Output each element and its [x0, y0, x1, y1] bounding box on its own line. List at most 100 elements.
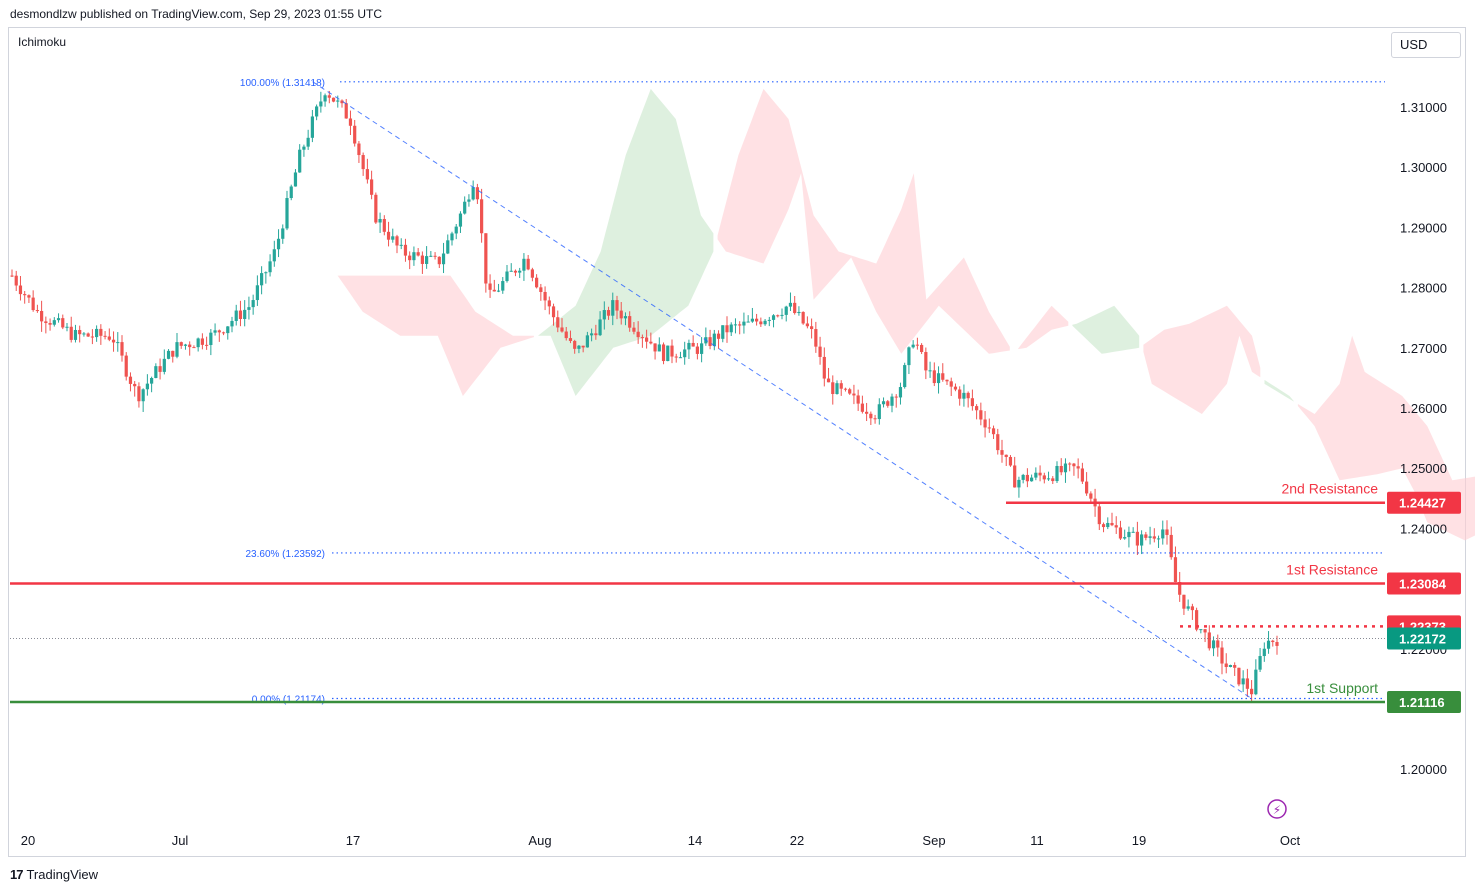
- candle-body: [539, 287, 543, 292]
- candle-body: [742, 321, 746, 326]
- candle-body: [1245, 678, 1249, 689]
- candle-body: [636, 331, 640, 338]
- candle-body: [399, 244, 403, 246]
- candle-body: [1008, 456, 1013, 466]
- candle-body: [370, 179, 374, 195]
- candle-body: [1114, 525, 1118, 528]
- candle-body: [196, 338, 200, 348]
- candle-body: [1275, 642, 1279, 646]
- candle-body: [691, 342, 695, 347]
- x-tick-label: Sep: [922, 833, 945, 848]
- candle-body: [1101, 524, 1106, 528]
- candle-body: [733, 324, 738, 326]
- fib-level-label: 0.00% (1.21174): [252, 695, 325, 706]
- candle-body: [14, 275, 18, 286]
- candle-body: [171, 350, 175, 357]
- candle-body: [289, 186, 293, 199]
- candle-body: [530, 269, 534, 278]
- candle-body: [666, 345, 670, 362]
- candle-body: [535, 277, 539, 288]
- indicator-label[interactable]: Ichimoku: [18, 35, 67, 49]
- currency-button[interactable]: USD: [1391, 32, 1461, 58]
- candle-body: [298, 149, 302, 173]
- candle-body: [1195, 610, 1199, 630]
- candle-body: [1106, 522, 1110, 528]
- candle-body: [120, 342, 124, 356]
- candle-body: [1148, 536, 1152, 538]
- candle-body: [357, 143, 361, 156]
- candle-body: [1013, 465, 1017, 488]
- candle-body: [1250, 688, 1254, 695]
- candle-body: [945, 379, 949, 382]
- candle-body: [40, 310, 44, 322]
- resistance-price-tag-bg: [1387, 491, 1461, 514]
- candle-body: [687, 342, 691, 350]
- candle-body: [962, 392, 966, 399]
- candle-body: [230, 320, 234, 327]
- candle-body: [243, 309, 247, 319]
- candle-body: [649, 341, 653, 344]
- candle-body: [192, 347, 196, 349]
- candle-body: [340, 100, 344, 104]
- candle-body: [302, 146, 306, 150]
- resistance-price-tag: 1.23084: [1399, 577, 1447, 592]
- candle-body: [932, 370, 936, 384]
- candle-body: [848, 389, 852, 394]
- candle-body: [881, 401, 886, 405]
- candle-body: [577, 345, 581, 349]
- candle-body: [1220, 647, 1224, 664]
- candle-body: [991, 428, 996, 435]
- candle-body: [585, 335, 589, 348]
- candle-body: [65, 326, 69, 328]
- ichimoku-cloud-bearish-3: [1143, 305, 1261, 414]
- candle-body: [441, 253, 446, 265]
- x-tick-label: Aug: [528, 833, 551, 848]
- candle-body: [869, 413, 873, 419]
- candle-body: [48, 323, 52, 325]
- y-tick-label: 1.26000: [1400, 401, 1447, 416]
- candle-body: [1186, 606, 1190, 609]
- candle-body: [1097, 506, 1101, 525]
- candle-body: [1000, 450, 1004, 455]
- candle-body: [492, 289, 496, 292]
- candle-body: [657, 344, 661, 352]
- candle-body: [247, 307, 251, 310]
- candle-body: [116, 342, 120, 344]
- candle-body: [1030, 477, 1034, 482]
- candle-body: [590, 333, 594, 336]
- candle-body: [10, 275, 14, 277]
- candle-body: [386, 231, 391, 240]
- candle-body: [133, 383, 137, 387]
- candle-body: [1046, 478, 1051, 480]
- candle-body: [826, 378, 831, 383]
- candle-body: [1241, 678, 1245, 685]
- candle-body: [801, 311, 805, 324]
- candle-body: [276, 238, 281, 250]
- candle-body: [1211, 640, 1216, 649]
- candle-body: [1068, 463, 1072, 465]
- candle-body: [221, 332, 226, 334]
- candle-body: [1025, 474, 1029, 482]
- candle-body: [365, 169, 369, 180]
- fib-level-label: 100.00% (1.31418): [240, 78, 325, 89]
- candle-body: [712, 333, 716, 347]
- candle-body: [162, 358, 166, 372]
- candle-body: [843, 388, 848, 390]
- candle-body: [890, 396, 894, 406]
- candle-body: [822, 356, 826, 379]
- ichimoku-cloud-bearish-4: [1297, 335, 1475, 541]
- candle-body: [496, 290, 501, 292]
- candle-body: [226, 326, 230, 334]
- candle-body: [670, 345, 674, 357]
- candle-body: [632, 327, 636, 332]
- footer-brand[interactable]: 17 TradingView: [10, 867, 98, 882]
- candle-body: [200, 338, 204, 345]
- candle-body: [1144, 534, 1148, 538]
- candle-body: [154, 366, 158, 379]
- candle-body: [306, 137, 310, 147]
- y-tick-label: 1.20000: [1400, 762, 1447, 777]
- candle-body: [501, 281, 505, 291]
- candle-body: [90, 336, 94, 338]
- candle-body: [1017, 479, 1021, 488]
